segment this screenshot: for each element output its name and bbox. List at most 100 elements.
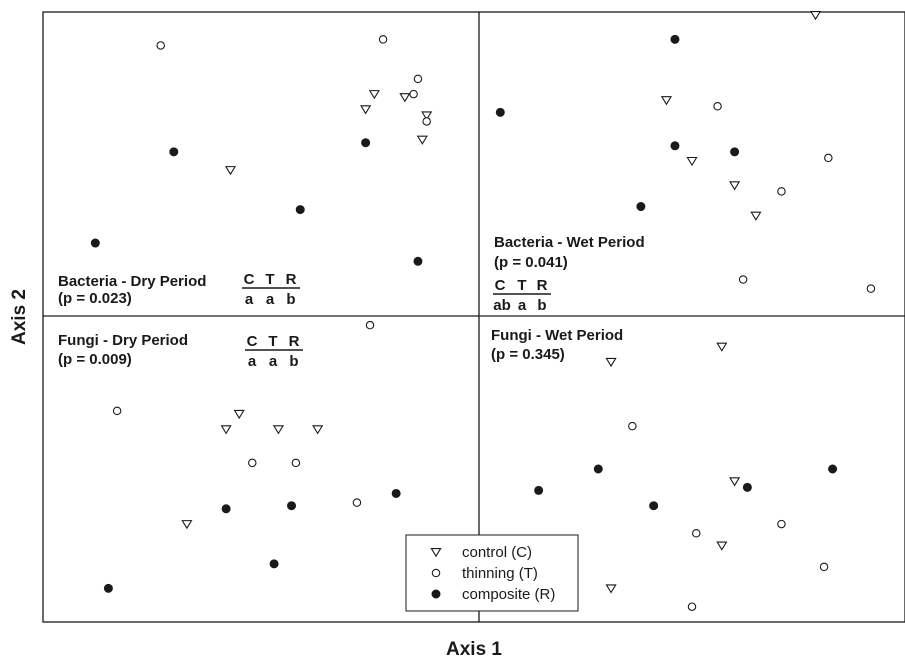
- bacteria-dry-thinning-point: [409, 89, 418, 99]
- legend: control (C) thinning (T) composite (R): [405, 534, 579, 612]
- bacteria-dry-group-letter: a: [266, 291, 275, 308]
- bacteria-dry-control-point: [416, 135, 428, 145]
- fungi-dry-control-point: [272, 425, 285, 435]
- legend-composite-label: composite (R): [462, 586, 555, 603]
- fungi-wet-composite-point: [742, 482, 752, 492]
- fungi-wet-thinning-point: [687, 602, 697, 611]
- bacteria-wet-thinning-point: [738, 275, 748, 284]
- fungi-wet-composite-point: [593, 464, 603, 474]
- bacteria-wet-group-letter: ab: [493, 297, 511, 314]
- bacteria-wet-composite-point: [670, 34, 680, 44]
- fungi-dry-composite-point: [269, 559, 279, 569]
- fungi-wet-control-point: [716, 342, 728, 352]
- bacteria-wet-control-point: [750, 211, 762, 221]
- bacteria-wet-control-point: [809, 11, 822, 21]
- bacteria-dry-group-letter: b: [286, 291, 295, 308]
- fungi-dry-group-header: C: [247, 333, 258, 350]
- bacteria-dry-title: Bacteria - Dry Period: [58, 273, 206, 290]
- bacteria-wet-group-header: T: [517, 277, 526, 294]
- legend-control-symbol: [430, 547, 442, 558]
- bacteria-wet-group-header: C: [495, 277, 506, 294]
- bacteria-dry-composite-point: [90, 238, 100, 248]
- bacteria-wet-group-letter: b: [537, 297, 546, 314]
- bacteria-wet-thinning-point: [824, 153, 833, 163]
- fungi-wet-composite-point: [828, 464, 838, 474]
- fungi-wet-control-point: [729, 477, 741, 487]
- bacteria-wet-control-point: [729, 181, 741, 191]
- fungi-dry-thinning-point: [291, 458, 301, 468]
- fungi-wet-thinning-point: [628, 421, 637, 431]
- fungi-dry-control-point: [233, 409, 245, 420]
- fungi-dry-composite-point: [103, 583, 113, 593]
- bacteria-dry-group-header: R: [286, 271, 297, 288]
- fungi-wet-thinning-point: [819, 562, 829, 572]
- bacteria-dry-thinning-point: [422, 117, 431, 126]
- bacteria-wet-control-point: [660, 96, 673, 106]
- bacteria-wet-title: Bacteria - Wet Period: [494, 234, 645, 251]
- legend-box: [405, 534, 579, 612]
- bacteria-wet-thinning-point: [866, 284, 876, 293]
- fungi-dry-thinning-point: [248, 458, 257, 468]
- bacteria-dry-composite-point: [413, 256, 423, 266]
- bacteria-wet-composite-point: [636, 202, 646, 212]
- fungi-wet-thinning-point: [777, 519, 786, 529]
- fungi-wet-thinning-point: [692, 529, 701, 538]
- points-layer: [90, 11, 876, 611]
- bacteria-dry-thinning-point: [156, 41, 165, 50]
- bacteria-dry-composite-point: [295, 205, 305, 215]
- bacteria-wet-thinning-point: [713, 101, 722, 111]
- labels-layer: Bacteria - Dry Period(p = 0.023)C T Ra a bBa…: [58, 234, 645, 370]
- plot-frame: [42, 11, 905, 623]
- bacteria-wet-composite-point: [730, 147, 740, 157]
- x-axis-title: Axis 1: [446, 639, 502, 660]
- bacteria-wet-group-header: R: [537, 277, 548, 294]
- bacteria-dry-control-point: [368, 90, 380, 100]
- bacteria-dry-composite-point: [361, 138, 371, 148]
- fungi-dry-control-point: [312, 425, 324, 435]
- fungi-dry-group-letter: a: [269, 353, 278, 370]
- bacteria-dry-control-point: [360, 105, 372, 115]
- bacteria-dry-control-point: [224, 166, 237, 176]
- legend-control-label: control (C): [462, 544, 532, 561]
- bacteria-wet-control-point: [686, 156, 698, 167]
- fungi-wet-control-point: [605, 584, 617, 594]
- fungi-wet-composite-point: [534, 485, 544, 495]
- bacteria-dry-group-header: C: [244, 271, 255, 288]
- legend-thinning-symbol: [431, 568, 441, 578]
- bacteria-wet-composite-point: [670, 141, 680, 151]
- fungi-dry-thinning-point: [365, 320, 375, 330]
- fungi-wet-composite-point: [649, 501, 659, 511]
- fungi-wet-title: Fungi - Wet Period: [491, 327, 623, 344]
- bacteria-wet-thinning-point: [777, 187, 786, 196]
- bacteria-dry-control-point: [421, 111, 433, 121]
- bacteria-dry-group-letter: a: [245, 291, 254, 308]
- fungi-dry-thinning-point: [112, 406, 122, 416]
- bacteria-wet-group-letter: a: [518, 297, 527, 314]
- bacteria-dry-control-point: [399, 93, 411, 103]
- bacteria-wet-pvalue: (p = 0.041): [494, 254, 568, 271]
- bacteria-dry-group-header: T: [265, 271, 274, 288]
- bacteria-dry-thinning-point: [378, 35, 388, 44]
- fungi-dry-thinning-point: [352, 498, 362, 507]
- y-axis-title: Axis 2: [9, 289, 30, 345]
- fungi-dry-group-letter: b: [289, 353, 298, 370]
- bacteria-dry-thinning-point: [413, 74, 423, 84]
- fungi-dry-composite-point: [221, 504, 231, 514]
- fungi-dry-group-header: T: [268, 333, 277, 350]
- fungi-dry-composite-point: [391, 488, 401, 498]
- fungi-wet-pvalue: (p = 0.345): [491, 346, 565, 363]
- fungi-dry-pvalue: (p = 0.009): [58, 351, 132, 368]
- fungi-wet-control-point: [605, 357, 617, 368]
- bacteria-wet-composite-point: [495, 107, 505, 117]
- legend-composite-symbol: [431, 589, 441, 599]
- fungi-dry-title: Fungi - Dry Period: [58, 332, 188, 349]
- fungi-dry-group-header: R: [289, 333, 300, 350]
- fungi-dry-composite-point: [287, 501, 297, 511]
- fungi-dry-group-letter: a: [248, 353, 257, 370]
- legend-thinning-label: thinning (T): [462, 565, 538, 582]
- bacteria-dry-pvalue: (p = 0.023): [58, 290, 132, 307]
- bacteria-dry-composite-point: [169, 147, 179, 157]
- fungi-wet-control-point: [716, 541, 728, 551]
- fungi-dry-control-point: [220, 425, 232, 435]
